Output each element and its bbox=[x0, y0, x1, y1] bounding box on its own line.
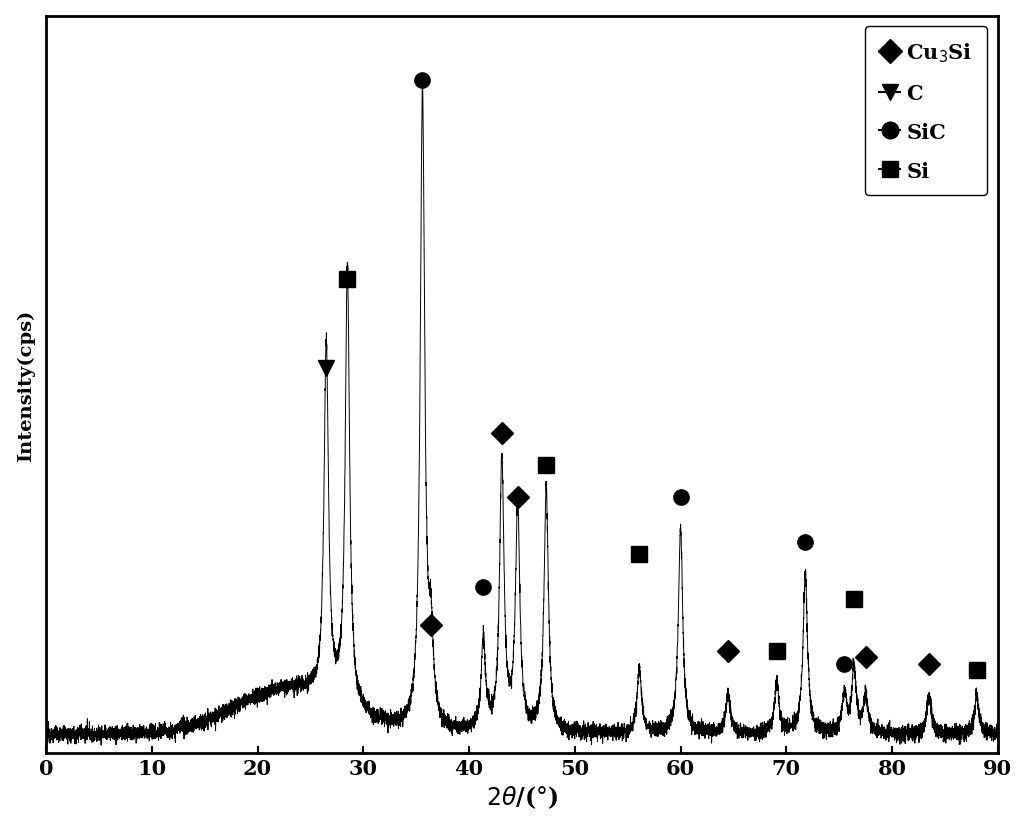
Legend: Cu$_3$Si, C, SiC, Si: Cu$_3$Si, C, SiC, Si bbox=[864, 27, 988, 196]
X-axis label: $2\theta$/($\degree$): $2\theta$/($\degree$) bbox=[486, 784, 558, 810]
Y-axis label: Intensity(cps): Intensity(cps) bbox=[16, 309, 35, 461]
